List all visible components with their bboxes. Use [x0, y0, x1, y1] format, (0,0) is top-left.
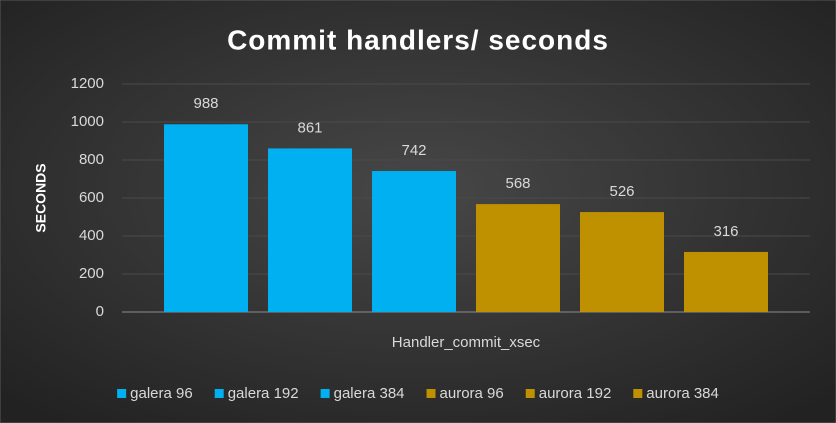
y-axis-title: SECONDS	[33, 163, 49, 232]
bar	[684, 251, 768, 312]
y-tick-label: 400	[79, 227, 104, 244]
y-tick-label: 1200	[71, 75, 104, 92]
data-label: 526	[609, 183, 634, 200]
legend-label: aurora 384	[646, 385, 719, 402]
y-tick-label: 1000	[71, 113, 104, 130]
legend-label: galera 96	[130, 385, 193, 402]
legend-swatch	[214, 389, 224, 398]
data-label: 316	[713, 223, 738, 240]
legend-label: aurora 192	[539, 385, 612, 402]
legend-swatch	[320, 389, 330, 398]
y-tick-label: 200	[79, 265, 104, 282]
y-tick-label: 800	[79, 151, 104, 168]
bar	[164, 124, 248, 312]
x-tick-label: Handler_commit_xsec	[392, 334, 541, 351]
legend-swatch	[426, 389, 436, 398]
y-tick-label: 600	[79, 189, 104, 206]
bar	[476, 204, 560, 312]
legend-swatch	[117, 389, 127, 398]
legend-label: aurora 96	[440, 385, 504, 402]
data-label: 861	[297, 119, 322, 136]
data-label: 742	[401, 142, 426, 159]
legend-swatch	[525, 389, 535, 398]
data-label: 568	[505, 175, 530, 192]
legend-label: galera 192	[228, 385, 299, 402]
bar	[580, 212, 664, 312]
legend-swatch	[633, 389, 643, 398]
data-label: 988	[193, 95, 218, 112]
chart-title: Commit handlers/ seconds	[227, 24, 609, 55]
bar	[372, 171, 456, 312]
legend-label: galera 384	[334, 385, 405, 402]
bar	[268, 148, 352, 312]
y-tick-label: 0	[96, 303, 104, 320]
